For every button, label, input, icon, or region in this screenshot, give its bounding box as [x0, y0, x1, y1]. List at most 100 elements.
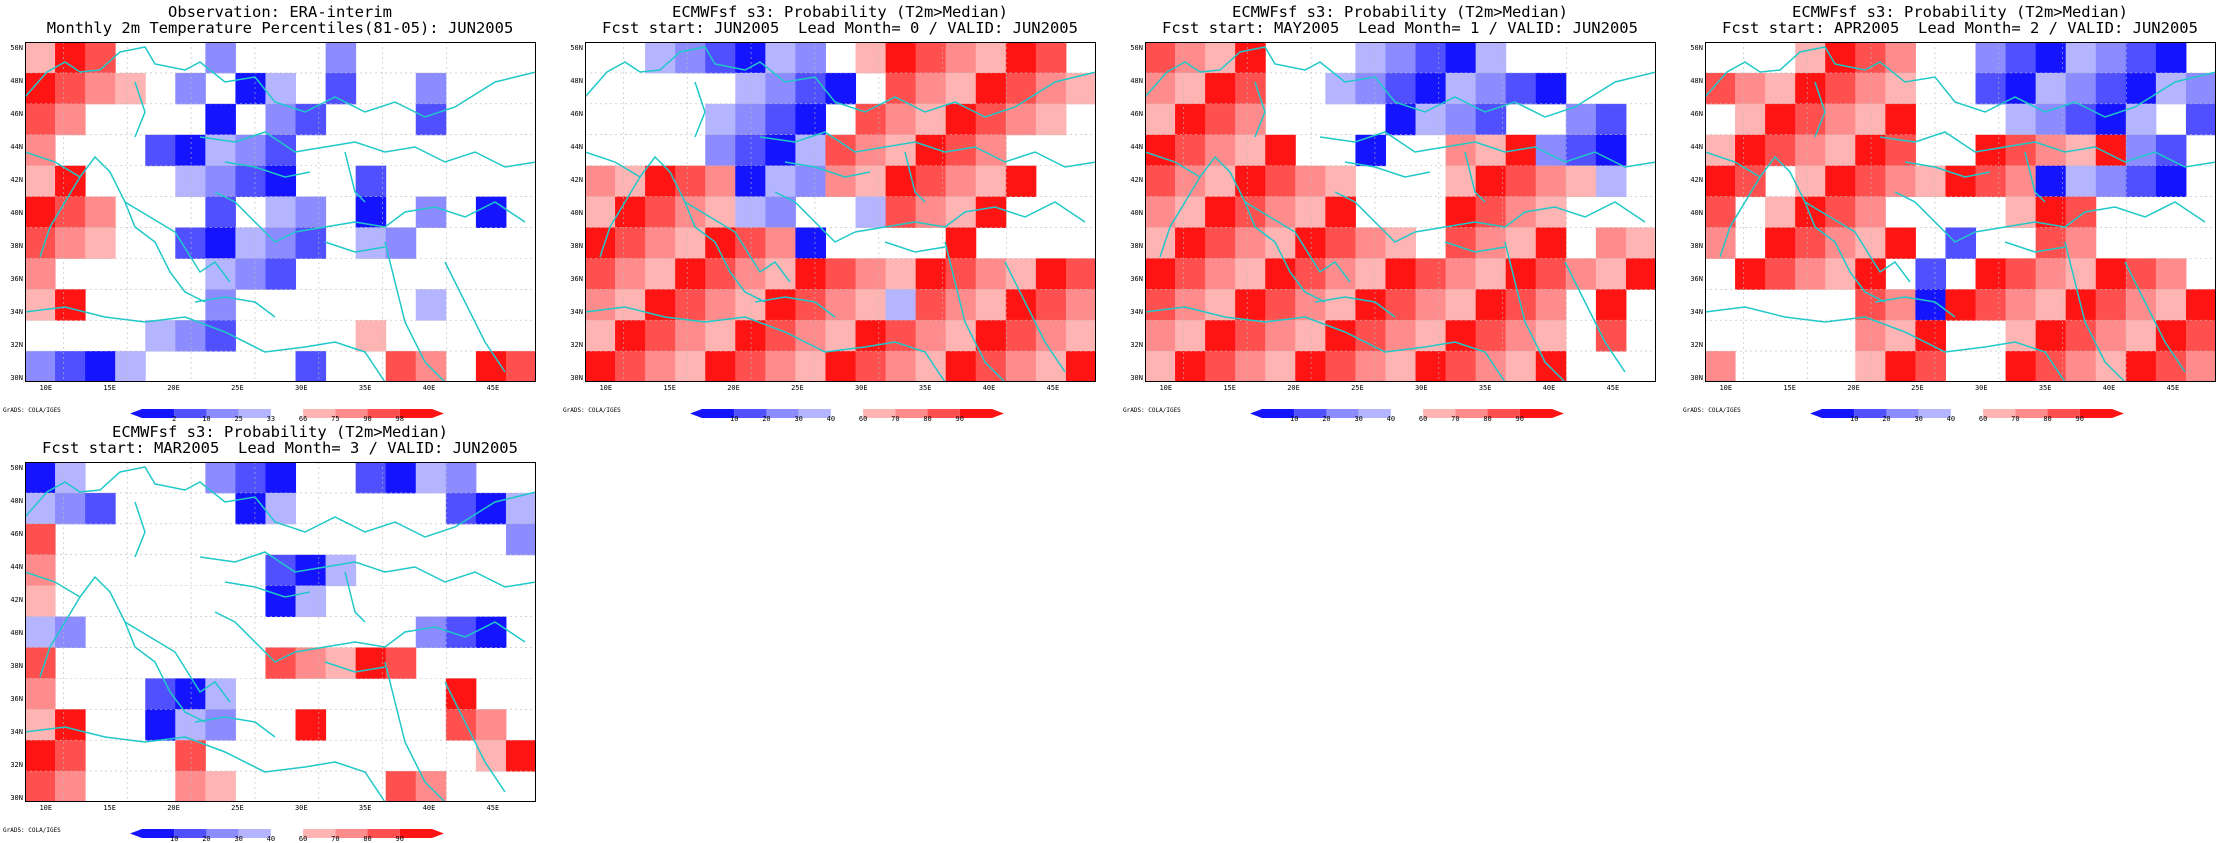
coastline: [1804, 201, 1886, 303]
anomaly-cell: [25, 462, 56, 494]
lat-tick-label: 48N: [1130, 77, 1143, 85]
anomaly-cell: [1765, 196, 1796, 228]
anomaly-cell: [1535, 227, 1567, 259]
colorbar-segment: [830, 409, 864, 418]
anomaly-cell: [85, 492, 116, 525]
coastline: [214, 611, 296, 663]
colorbar-segment: [798, 409, 831, 418]
anomaly-cell: [1295, 320, 1326, 352]
anomaly-cell: [355, 227, 387, 259]
anomaly-cell: [55, 103, 86, 136]
anomaly-cell: [2005, 320, 2037, 352]
anomaly-cell: [1765, 103, 1796, 136]
map-panel-3: ECMWFsf s3: Probability (T2m>Median) Fcst…: [1120, 0, 1680, 423]
anomaly-cell: [1595, 227, 1627, 259]
anomaly-cell: [2185, 289, 2216, 321]
colorbar-segment: [766, 409, 799, 418]
anomaly-cell: [1065, 289, 1096, 321]
anomaly-cell: [205, 42, 236, 74]
lat-tick-label: 32N: [570, 341, 583, 349]
anomaly-cell: [205, 289, 236, 321]
colorbar-tick-label: 66: [298, 415, 308, 423]
anomaly-cell: [1915, 165, 1946, 198]
anomaly-cell: [1765, 134, 1796, 167]
anomaly-cell: [825, 320, 857, 352]
colorbar-tick-label: 25: [234, 415, 243, 423]
anomaly-cell: [1415, 351, 1447, 382]
colorbar-segment: [1250, 409, 1262, 418]
anomaly-cell: [475, 740, 507, 772]
anomaly-cell: [1975, 165, 2007, 198]
anomaly-cell: [1175, 227, 1206, 259]
anomaly-cell: [2185, 351, 2216, 382]
coastline: [384, 661, 446, 802]
anomaly-cell: [975, 258, 1007, 290]
anomaly-cell: [1445, 320, 1477, 352]
anomaly-cell: [885, 165, 917, 198]
lon-tick-label: 30E: [854, 384, 868, 392]
anomaly-cell: [1595, 165, 1627, 198]
anomaly-cell: [1735, 134, 1766, 167]
colorbar: [130, 404, 444, 423]
anomaly-cell: [2125, 165, 2157, 198]
anomaly-cell: [55, 492, 86, 525]
lon-tick-label: 35E: [918, 384, 932, 392]
anomaly-cell: [205, 320, 236, 352]
lat-tick-label: 44N: [10, 143, 23, 151]
anomaly-cell: [415, 289, 447, 321]
anomaly-cell: [1535, 351, 1567, 382]
lat-tick-label: 48N: [1690, 77, 1703, 85]
anomaly-cell: [1885, 320, 1916, 352]
anomaly-cell: [1005, 72, 1037, 105]
anomaly-cell: [1535, 72, 1567, 105]
anomaly-cell: [1145, 227, 1176, 259]
grads-credit: GrADS: COLA/IGES: [563, 407, 621, 414]
lat-tick-label: 40N: [10, 629, 23, 637]
anomaly-cell: [25, 351, 56, 382]
lat-tick-label: 30N: [1690, 374, 1703, 382]
anomaly-cell: [385, 462, 417, 494]
map-frame: [1705, 42, 2216, 382]
anomaly-cell: [415, 103, 447, 136]
anomaly-cell: [795, 289, 826, 321]
anomaly-cell: [1205, 42, 1236, 74]
anomaly-cell: [1945, 289, 1977, 321]
lat-tick-label: 32N: [1690, 341, 1703, 349]
anomaly-cell: [265, 647, 297, 679]
anomaly-cell: [675, 227, 706, 259]
colorbar-segment: [432, 829, 444, 838]
anomaly-cell: [615, 289, 646, 321]
lon-tick-label: 10E: [1719, 384, 1733, 392]
colorbar-segment: [1810, 409, 1822, 418]
anomaly-cell: [1535, 165, 1567, 198]
anomaly-cell: [2125, 42, 2157, 74]
anomaly-cell: [1145, 72, 1176, 105]
colorbar-tick-label: 70: [891, 415, 900, 423]
colorbar-tick-label: 10: [1290, 415, 1299, 423]
coastline: [294, 201, 526, 233]
anomaly-cell: [25, 647, 56, 679]
anomaly-cell: [675, 42, 706, 74]
anomaly-cell: [1035, 320, 1067, 352]
lat-tick-label: 42N: [1130, 176, 1143, 184]
coastline: [444, 681, 506, 793]
map-panel-1: Observation: ERA-interim Monthly 2m Tempe…: [0, 0, 560, 423]
lat-tick-label: 48N: [570, 77, 583, 85]
coastline: [944, 241, 1006, 382]
panel-title-line1: ECMWFsf s3: Probability (T2m>Median): [672, 3, 1008, 21]
anomaly-cell: [25, 72, 56, 105]
anomaly-cell: [2095, 165, 2127, 198]
colorbar-tick-label: 70: [1451, 415, 1460, 423]
colorbar-tick-label: 30: [1914, 415, 1923, 423]
lat-tick-label: 30N: [10, 794, 23, 802]
anomaly-cell: [295, 709, 327, 741]
lon-tick-label: 15E: [103, 384, 116, 392]
coastline: [224, 581, 311, 598]
coastline: [884, 241, 946, 253]
coastline: [134, 81, 146, 138]
anomaly-cell: [1235, 258, 1266, 290]
anomaly-cell: [1625, 258, 1656, 290]
anomaly-cell: [855, 165, 887, 198]
lat-tick-label: 30N: [1130, 374, 1143, 382]
anomaly-cell: [1535, 320, 1567, 352]
